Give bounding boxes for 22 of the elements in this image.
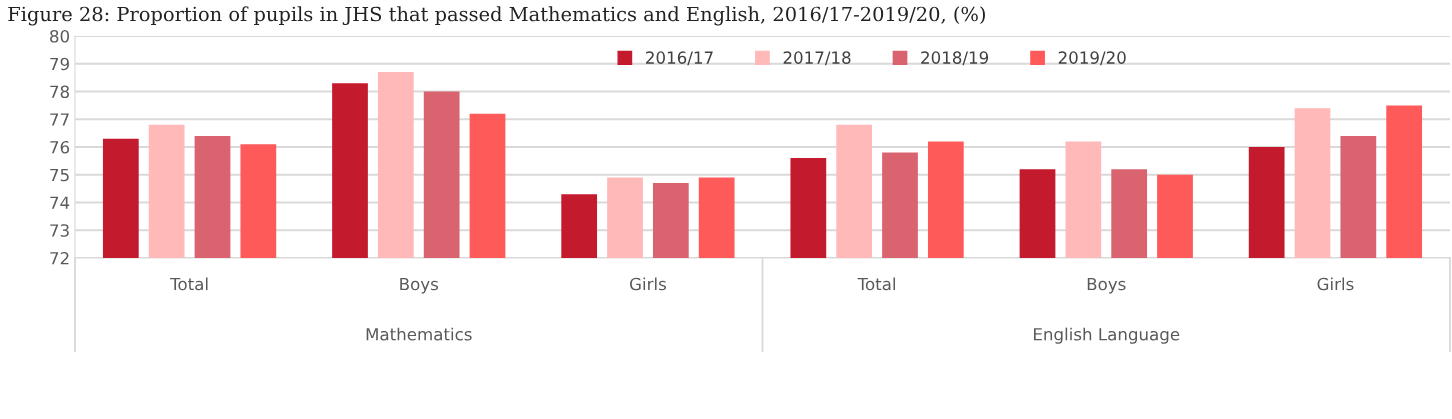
legend-label: 2018/19 [921, 51, 989, 66]
x-tick-label: Total [857, 277, 895, 291]
legend-label: 2016/17 [646, 51, 713, 66]
x-tick-label: Boys [1087, 277, 1126, 294]
y-tick-label: 80 [50, 29, 70, 43]
y-tick-label: 76 [50, 140, 70, 154]
x-tick-label: Boys [400, 277, 439, 294]
y-tick-label: 79 [50, 57, 69, 71]
y-tick-label: 75 [50, 168, 69, 182]
text: Mathematics [366, 327, 472, 341]
x-tick-label: Girls [1317, 277, 1354, 291]
legend-label: 2017/18 [783, 51, 851, 66]
text: English Language [1034, 327, 1180, 344]
legend-label: 2019/20 [1058, 51, 1126, 66]
x-tick-label: Total [170, 277, 208, 291]
y-tick-label: 78 [50, 85, 69, 99]
x-tick-label: Girls [630, 277, 666, 291]
y-tick-label: 74 [50, 196, 70, 209]
y-tick-label: 72 [50, 251, 69, 265]
y-tick-label: 73 [50, 224, 69, 237]
chart-title: Figure 28: Proportion of pupils in JHS that passed Mathematics and English, 2016/17-2019/20, (%) [8, 6, 985, 26]
y-tick-label: 77 [50, 113, 69, 126]
